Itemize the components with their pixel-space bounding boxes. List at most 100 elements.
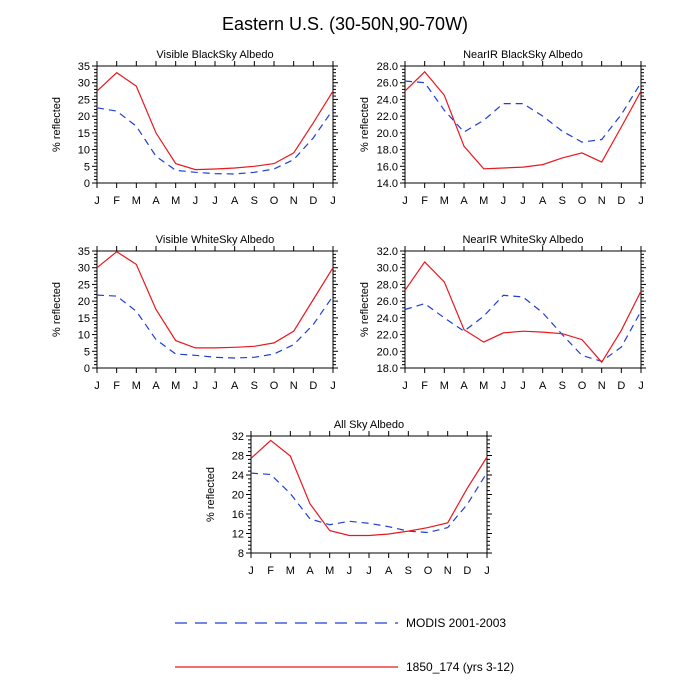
x-tick-label: J: [402, 380, 408, 392]
y-tick-label: 20: [78, 296, 90, 308]
y-tick-label: 16: [232, 509, 244, 521]
x-tick-label: S: [251, 380, 258, 392]
x-tick-label: O: [424, 565, 433, 577]
y-tick-label: 30: [78, 263, 90, 275]
y-tick-label: 20: [232, 490, 244, 502]
x-tick-label: S: [405, 565, 412, 577]
chart-panel: NearIR BlackSky Albedo 14.0 16.0 18.0 20.0 22…: [359, 49, 646, 207]
y-axis-label: % reflected: [51, 97, 63, 152]
x-tick-label: S: [559, 195, 566, 207]
x-tick-label: A: [306, 565, 314, 577]
x-tick-label: J: [212, 380, 218, 392]
legend: MODIS 2001-2003 1850_174 (yrs 3-12): [175, 616, 514, 674]
y-tick-label: 22.0: [377, 111, 398, 123]
x-tick-label: M: [325, 565, 334, 577]
y-tick-label: 15: [78, 128, 90, 140]
panel-title: Visible BlackSky Albedo: [156, 49, 273, 61]
series-line-model: [96, 71, 334, 171]
x-tick-label: M: [171, 195, 180, 207]
series-line-modis: [250, 472, 488, 534]
x-tick-label: J: [638, 195, 644, 207]
series-line-model: [96, 250, 334, 349]
x-tick-label: O: [578, 195, 587, 207]
x-tick-label: F: [421, 195, 428, 207]
panel-title: NearIR WhiteSky Albedo: [462, 234, 583, 246]
y-tick-label: 35: [78, 61, 90, 73]
plot-frame: [404, 250, 642, 369]
x-tick-label: J: [501, 380, 507, 392]
y-tick-label: 25: [78, 279, 90, 291]
panel-title: Visible WhiteSky Albedo: [156, 234, 274, 246]
y-tick-label: 28.0: [377, 279, 398, 291]
x-tick-label: N: [444, 565, 452, 577]
y-tick-label: 32.0: [377, 246, 398, 258]
y-tick-label: 0: [84, 178, 90, 190]
y-tick-label: 30.0: [377, 263, 398, 275]
x-tick-label: D: [617, 195, 625, 207]
x-tick-label: N: [598, 380, 606, 392]
x-tick-label: A: [385, 565, 393, 577]
y-tick-label: 0: [84, 363, 90, 375]
y-tick-label: 22.0: [377, 330, 398, 342]
x-tick-label: N: [290, 195, 298, 207]
figure-title: Eastern U.S. (30-50N,90-70W): [222, 14, 468, 34]
x-tick-label: A: [231, 195, 239, 207]
x-tick-label: S: [559, 380, 566, 392]
panel-title: NearIR BlackSky Albedo: [463, 49, 583, 61]
x-tick-label: D: [463, 565, 471, 577]
plot-frame: [96, 250, 334, 369]
y-tick-label: 25: [78, 94, 90, 106]
x-tick-label: A: [539, 195, 547, 207]
y-tick-label: 15: [78, 313, 90, 325]
y-tick-label: 24: [232, 470, 244, 482]
series-line-model: [250, 439, 488, 537]
x-tick-label: J: [193, 195, 199, 207]
x-tick-label: F: [421, 380, 428, 392]
x-tick-label: F: [113, 195, 120, 207]
x-tick-label: J: [193, 380, 199, 392]
y-tick-label: 24.0: [377, 94, 398, 106]
x-tick-label: A: [539, 380, 547, 392]
y-tick-label: 32: [232, 431, 244, 443]
x-tick-label: M: [132, 380, 141, 392]
x-tick-label: J: [484, 565, 490, 577]
y-tick-label: 14.0: [377, 178, 398, 190]
x-tick-label: M: [440, 380, 449, 392]
y-tick-label: 18.0: [377, 145, 398, 157]
y-tick-label: 16.0: [377, 161, 398, 173]
x-tick-label: M: [171, 380, 180, 392]
y-tick-label: 26.0: [377, 78, 398, 90]
x-tick-label: J: [501, 195, 507, 207]
y-tick-label: 24.0: [377, 313, 398, 325]
x-tick-label: N: [290, 380, 298, 392]
x-tick-label: M: [132, 195, 141, 207]
x-tick-label: M: [440, 195, 449, 207]
x-tick-label: J: [402, 195, 408, 207]
y-axis-label: % reflected: [205, 467, 217, 522]
x-tick-label: J: [94, 195, 100, 207]
y-tick-label: 28.0: [377, 61, 398, 73]
x-tick-label: J: [638, 380, 644, 392]
x-tick-label: A: [152, 195, 160, 207]
y-tick-label: 10: [78, 330, 90, 342]
x-tick-label: D: [309, 380, 317, 392]
y-tick-label: 10: [78, 145, 90, 157]
y-tick-label: 5: [84, 346, 90, 358]
x-tick-label: N: [598, 195, 606, 207]
x-tick-label: J: [520, 380, 526, 392]
x-tick-label: A: [231, 380, 239, 392]
series-line-modis: [404, 294, 642, 362]
y-tick-label: 12: [232, 529, 244, 541]
y-tick-label: 8: [238, 548, 244, 560]
y-axis-label: % reflected: [51, 282, 63, 337]
x-tick-label: J: [520, 195, 526, 207]
chart-panel: NearIR WhiteSky Albedo 18.0 20.0 22.0 24.0 26…: [359, 234, 646, 392]
x-tick-label: D: [309, 195, 317, 207]
y-tick-label: 5: [84, 161, 90, 173]
x-tick-label: J: [248, 565, 254, 577]
x-tick-label: O: [270, 195, 279, 207]
x-tick-label: F: [113, 380, 120, 392]
